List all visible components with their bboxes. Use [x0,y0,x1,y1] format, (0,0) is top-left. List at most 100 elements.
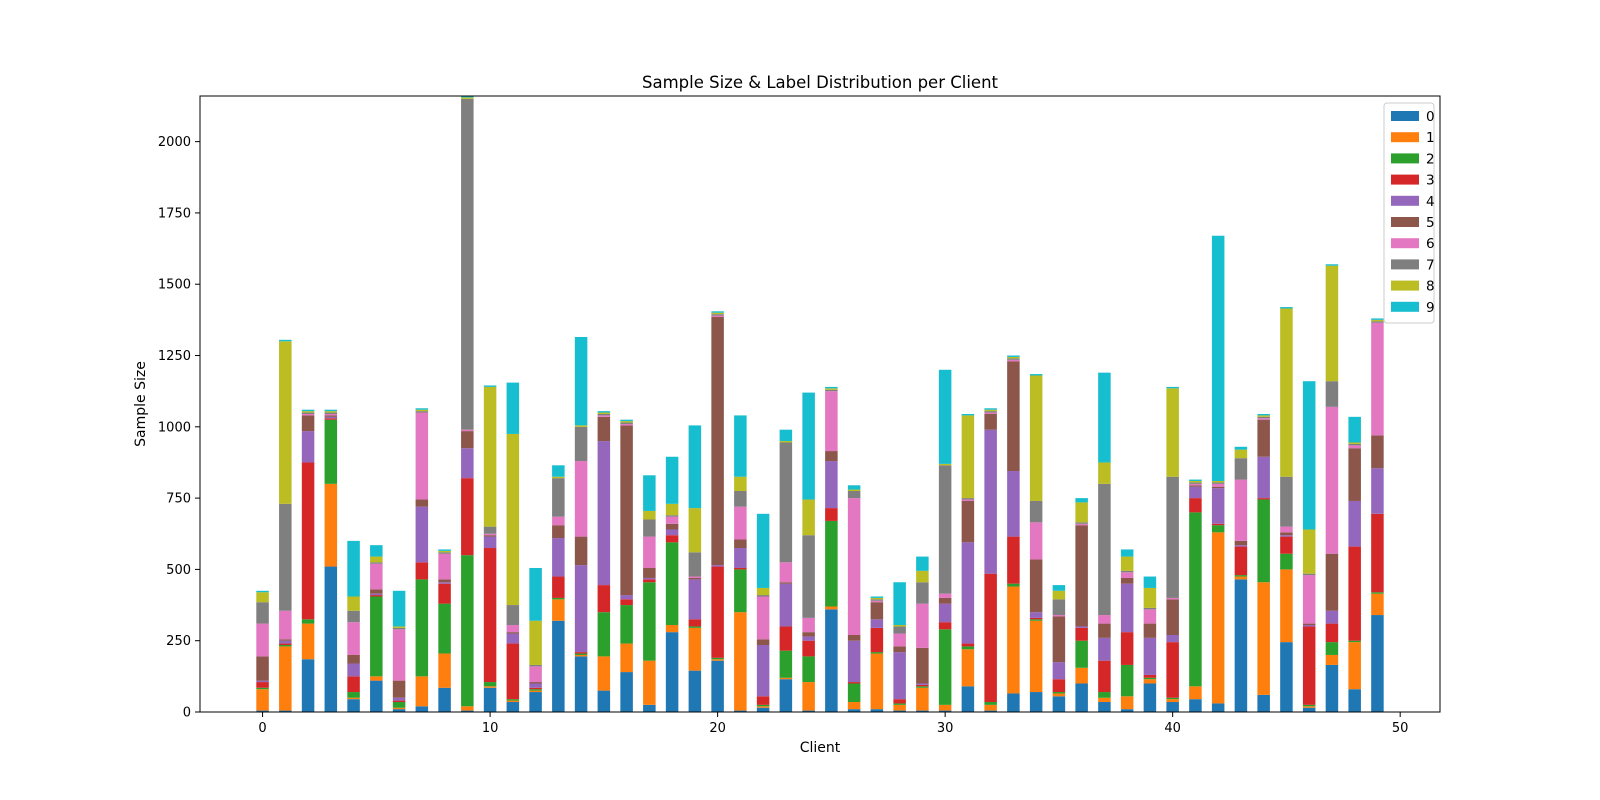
bar-client-7-label-1 [415,676,429,707]
bar-client-13-label-6 [552,516,565,526]
bar-client-21-label-5 [734,539,747,549]
y-tick-label: 750 [166,492,191,507]
bar-client-42-label-9 [1211,235,1225,481]
bar-client-27-label-1 [870,653,884,710]
bar-client-45-label-0 [1280,642,1293,712]
y-tick-label: 2000 [158,135,191,150]
bar-client-35-label-7 [1052,599,1066,616]
bar-client-4-label-3 [347,676,360,693]
bar-client-16-label-6 [620,423,633,426]
bar-client-25-label-9 [825,386,838,389]
bar-client-13-label-8 [552,476,565,479]
bar-client-40-label-2 [1166,697,1179,700]
bar-client-14-label-5 [574,536,588,566]
bar-client-19-label-0 [688,670,702,712]
bar-client-18-label-7 [665,515,679,517]
bar-client-20-label-4 [711,565,724,567]
bar-client-45-label-6 [1280,526,1293,533]
bar-client-24-label-7 [802,535,815,618]
bar-client-43-label-0 [1234,579,1248,712]
bar-client-0-label-4 [256,680,269,683]
bar-client-3-label-5 [324,415,338,417]
bar-client-27-label-3 [870,627,884,653]
bar-client-4-label-5 [347,654,360,664]
bar-client-5-label-8 [370,556,383,563]
bar-client-36-label-5 [1075,525,1088,627]
bar-client-6-label-0 [392,709,406,712]
bar-client-16-label-3 [620,599,633,606]
bar-client-35-label-4 [1052,662,1066,680]
bar-client-14-label-0 [574,656,588,712]
bar-client-4-label-9 [347,540,360,597]
bar-client-0-label-3 [256,682,269,688]
bar-client-19-label-6 [688,576,702,578]
bar-client-33-label-6 [1007,359,1020,362]
bar-client-31-label-4 [961,542,975,644]
bar-client-5-label-2 [370,596,383,677]
bar-client-37-label-3 [1098,660,1111,693]
y-tick-label: 1750 [158,206,191,221]
bar-client-7-label-0 [415,706,429,712]
bar-client-4-label-2 [347,692,360,698]
bar-client-47-label-0 [1325,664,1339,712]
bar-client-11-label-8 [506,433,520,606]
bar-client-27-label-7 [870,599,884,601]
bar-client-47-label-9 [1325,264,1339,266]
bar-client-41-label-5 [1189,485,1202,487]
bar-client-9-label-2 [461,555,474,707]
bar-client-2-label-9 [301,409,315,412]
bar-client-8-label-9 [438,549,451,551]
bar-client-39-label-0 [1143,683,1157,712]
bar-client-37-label-6 [1098,615,1111,624]
bar-client-15-label-6 [597,415,611,417]
bar-client-17-label-4 [643,577,656,580]
bar-client-48-label-6 [1348,445,1361,449]
bar-client-22-label-0 [756,707,770,712]
bar-client-28-label-0 [893,710,906,712]
bar-client-30-label-5 [938,597,952,604]
bar-client-38-label-3 [1120,632,1134,665]
bar-client-49-label-3 [1371,513,1384,593]
bar-client-7-label-7 [415,411,429,413]
bar-client-48-label-3 [1348,546,1361,641]
bar-client-7-label-4 [415,506,429,563]
bar-client-20-label-9 [711,311,724,313]
bar-client-3-label-3 [324,418,338,420]
bar-client-27-label-4 [870,619,884,628]
bar-client-25-label-6 [825,391,838,452]
bar-client-10-label-3 [483,548,497,683]
bar-client-13-label-9 [552,465,565,477]
bar-client-39-label-7 [1143,607,1157,610]
bar-client-45-label-8 [1280,308,1293,477]
bar-client-13-label-5 [552,525,565,539]
bar-client-44-label-3 [1257,498,1270,500]
bar-client-12-label-5 [529,682,542,684]
bar-client-26-label-2 [847,683,861,703]
bar-client-7-label-2 [415,579,429,677]
bar-client-37-label-1 [1098,697,1111,703]
bar-client-26-label-1 [847,702,861,710]
bar-client-38-label-8 [1120,556,1134,571]
bar-client-9-label-9 [461,96,474,98]
bar-client-10-label-7 [483,526,497,534]
bar-client-12-label-6 [529,666,542,683]
bar-client-37-label-8 [1098,462,1111,484]
x-tick-label: 40 [1164,721,1181,736]
legend-swatch-7 [1391,259,1419,270]
bar-client-34-label-0 [1029,692,1043,712]
bar-client-20-label-3 [711,566,724,658]
bar-client-24-label-8 [802,499,815,536]
legend-swatch-2 [1391,153,1419,164]
bar-client-11-label-1 [506,700,520,703]
bar-client-23-label-5 [779,582,793,584]
bar-client-24-label-6 [802,617,815,633]
bar-client-35-label-6 [1052,615,1066,617]
legend-label-0: 0 [1426,109,1435,125]
bar-client-7-label-8 [415,409,429,412]
bar-client-41-label-9 [1189,479,1202,481]
bar-client-36-label-1 [1075,667,1088,684]
bar-client-30-label-8 [938,463,952,466]
bar-client-4-label-1 [347,697,360,700]
bar-client-14-label-2 [574,653,588,655]
bar-client-16-label-5 [620,425,633,596]
